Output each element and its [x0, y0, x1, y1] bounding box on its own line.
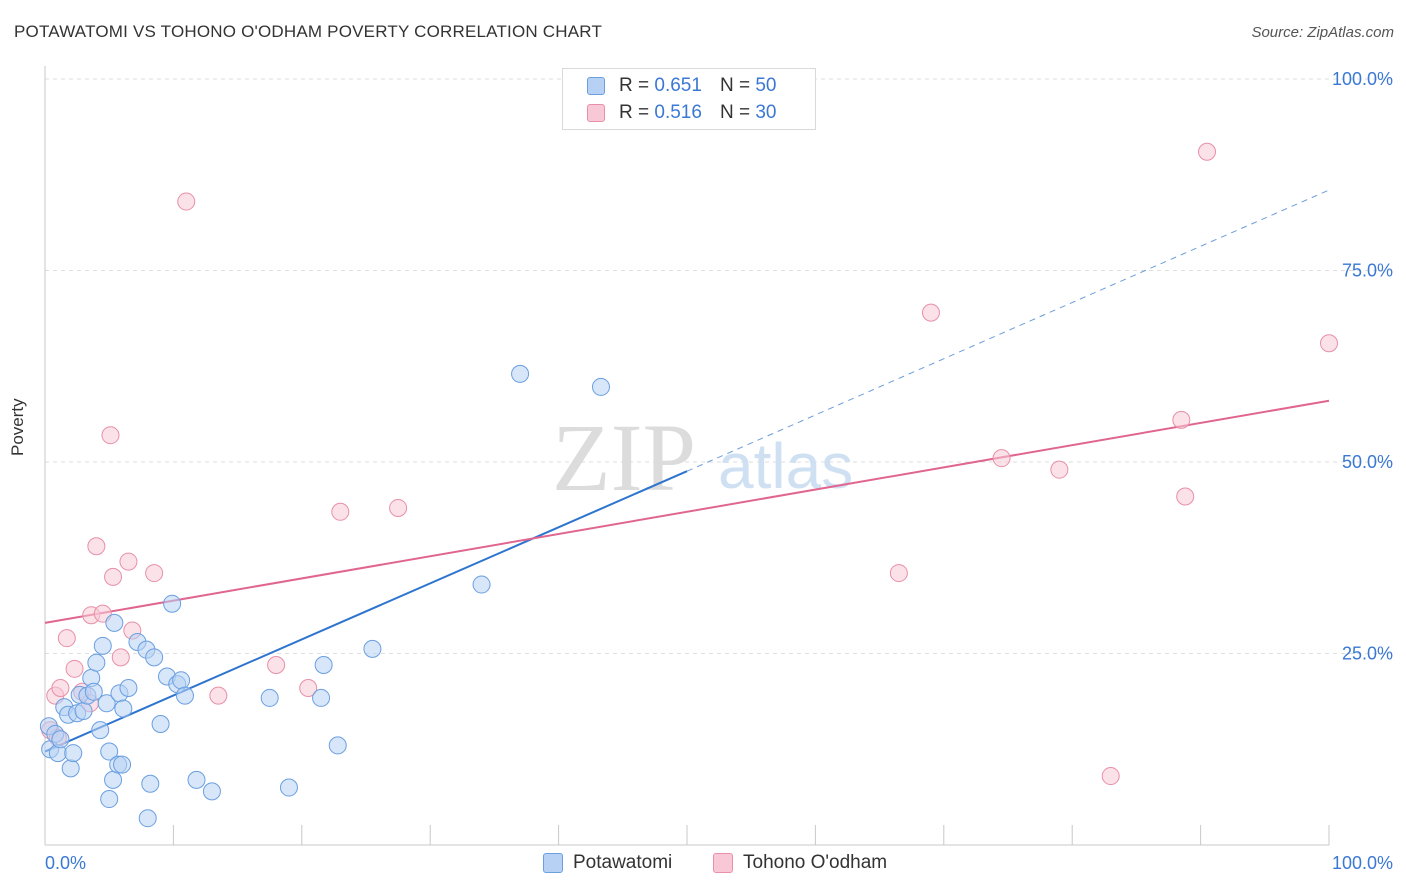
n-label: N =	[719, 102, 751, 123]
tohono-point	[101, 426, 120, 445]
tohono-point	[1172, 410, 1191, 429]
potawatomi-point	[260, 688, 279, 707]
r-label: R =	[619, 102, 650, 123]
potawatomi-point	[511, 364, 530, 383]
tohono-point	[145, 564, 164, 583]
potawatomi-point	[314, 655, 333, 674]
source-credit: Source: ZipAtlas.com	[1251, 24, 1394, 41]
potawatomi-point	[138, 809, 157, 828]
tohono-point	[1198, 142, 1217, 161]
legend-row-potawatomi: R = 0.651 N = 50	[587, 74, 776, 98]
potawatomi-point	[119, 678, 138, 697]
potawatomi-point	[151, 714, 170, 733]
tick-labels: 25.0% 50.0% 75.0% 100.0% 0.0% 100.0%	[45, 69, 1393, 873]
tohono-point	[299, 678, 318, 697]
tohono-point	[177, 192, 196, 211]
tohono-point	[1050, 460, 1069, 479]
bottom-legend-tohono: Tohono O'odham	[713, 852, 887, 874]
potawatomi-point	[145, 648, 164, 667]
potawatomi-trend-extension	[686, 189, 1330, 472]
watermark-atlas: atlas	[718, 430, 853, 502]
r-label: R =	[619, 75, 650, 96]
potawatomi-point	[100, 790, 119, 809]
potawatomi-point	[312, 688, 331, 707]
potawatomi-point	[187, 770, 206, 789]
y-tick-label: 50.0%	[1342, 452, 1393, 472]
tohono-point	[1176, 487, 1195, 506]
potawatomi-point	[113, 755, 132, 774]
trend-lines	[44, 189, 1330, 753]
tohono-point	[267, 655, 286, 674]
potawatomi-point	[163, 594, 182, 613]
y-tick-label: 25.0%	[1342, 644, 1393, 664]
tohono-point	[1320, 334, 1338, 353]
potawatomi-point	[91, 721, 110, 740]
potawatomi-point	[93, 636, 112, 655]
watermark: ZIP atlas	[552, 404, 853, 511]
potawatomi-point	[363, 639, 382, 658]
grid	[45, 78, 1392, 654]
tohono-point	[1101, 767, 1120, 786]
potawatomi-point	[64, 744, 83, 763]
tohono-point	[889, 564, 908, 583]
potawatomi-r-value: 0.651	[654, 75, 702, 96]
potawatomi-point	[472, 575, 491, 594]
potawatomi-point	[202, 782, 221, 801]
tohono-point	[51, 678, 70, 697]
potawatomi-point	[105, 613, 124, 632]
potawatomi-point	[328, 736, 347, 755]
tohono-r-value: 0.516	[654, 102, 702, 123]
bottom-legend-potawatomi: Potawatomi	[543, 852, 672, 874]
x-tick-label: 100.0%	[1332, 853, 1393, 873]
tohono-point	[65, 659, 84, 678]
potawatomi-n-value: 50	[755, 75, 777, 96]
potawatomi-point	[141, 774, 160, 793]
tohono-trend-line	[44, 399, 1330, 624]
potawatomi-point	[114, 699, 133, 718]
potawatomi-point	[172, 671, 191, 690]
potawatomi-point	[279, 778, 298, 797]
potawatomi-point	[97, 694, 116, 713]
x-tick-label: 0.0%	[45, 853, 86, 873]
n-label: N =	[719, 75, 751, 96]
tohono-point	[209, 686, 228, 705]
tohono-point	[57, 629, 76, 648]
potawatomi-trend-line	[44, 470, 688, 753]
tohono-point	[119, 552, 138, 571]
potawatomi-swatch	[587, 77, 605, 95]
potawatomi-swatch	[543, 853, 563, 873]
legend-row-tohono: R = 0.516 N = 30	[587, 101, 776, 125]
tohono-legend-label: Tohono O'odham	[743, 852, 888, 873]
watermark-zip: ZIP	[552, 404, 696, 511]
tohono-swatch	[713, 853, 733, 873]
y-tick-label: 100.0%	[1332, 69, 1393, 89]
tohono-point	[111, 648, 130, 667]
axes	[44, 66, 1330, 846]
y-tick-label: 75.0%	[1342, 261, 1393, 281]
potawatomi-point	[175, 686, 194, 705]
potawatomi-point	[591, 377, 610, 396]
y-axis-label: Poverty	[8, 398, 27, 456]
tohono-point	[331, 502, 350, 521]
tohono-point	[389, 498, 408, 517]
potawatomi-point	[100, 742, 119, 761]
potawatomi-point	[87, 653, 106, 672]
tohono-point	[87, 537, 106, 556]
tohono-point	[921, 303, 940, 322]
potawatomi-point	[84, 682, 103, 701]
chart-title: POTAWATOMI VS TOHONO O'ODHAM POVERTY COR…	[14, 22, 603, 41]
potawatomi-point	[51, 730, 70, 749]
potawatomi-point	[74, 701, 93, 720]
potawatomi-point	[104, 770, 123, 789]
potawatomi-legend-label: Potawatomi	[573, 852, 673, 873]
correlation-legend: R = 0.651 N = 50 R = 0.516 N = 30	[562, 68, 816, 130]
tohono-point	[992, 449, 1011, 468]
potawatomi-point	[61, 759, 80, 778]
data-points	[39, 142, 1338, 828]
tohono-point	[104, 567, 123, 586]
tohono-n-value: 30	[755, 102, 777, 123]
tohono-swatch	[587, 104, 605, 122]
